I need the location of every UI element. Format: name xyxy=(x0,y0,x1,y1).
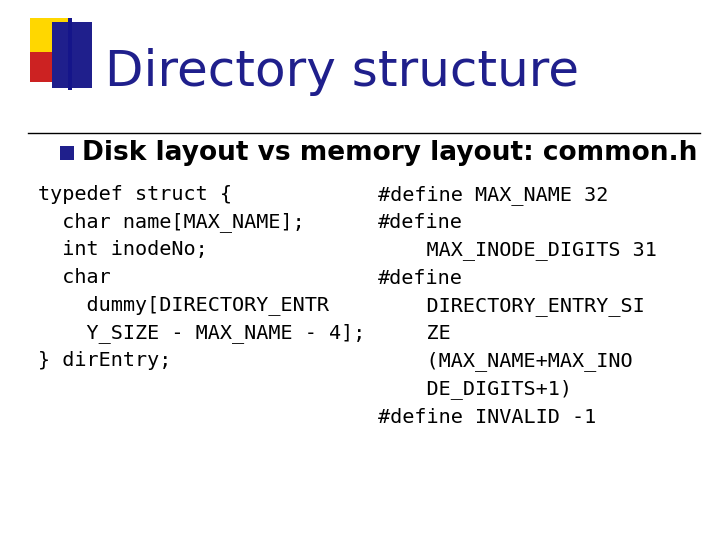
Polygon shape xyxy=(52,22,92,88)
Polygon shape xyxy=(68,18,72,90)
Text: typedef struct {
  char name[MAX_NAME];
  int inodeNo;
  char
    dummy[DIRECTOR: typedef struct { char name[MAX_NAME]; in… xyxy=(38,185,365,370)
Text: #define MAX_NAME 32
#define
    MAX_INODE_DIGITS 31
#define
    DIRECTORY_ENTRY_: #define MAX_NAME 32 #define MAX_INODE_DI… xyxy=(378,185,657,427)
Polygon shape xyxy=(30,18,72,60)
Polygon shape xyxy=(60,146,74,160)
Text: Disk layout vs memory layout: common.h: Disk layout vs memory layout: common.h xyxy=(82,140,698,166)
Text: Directory structure: Directory structure xyxy=(105,48,579,96)
Polygon shape xyxy=(30,52,60,82)
